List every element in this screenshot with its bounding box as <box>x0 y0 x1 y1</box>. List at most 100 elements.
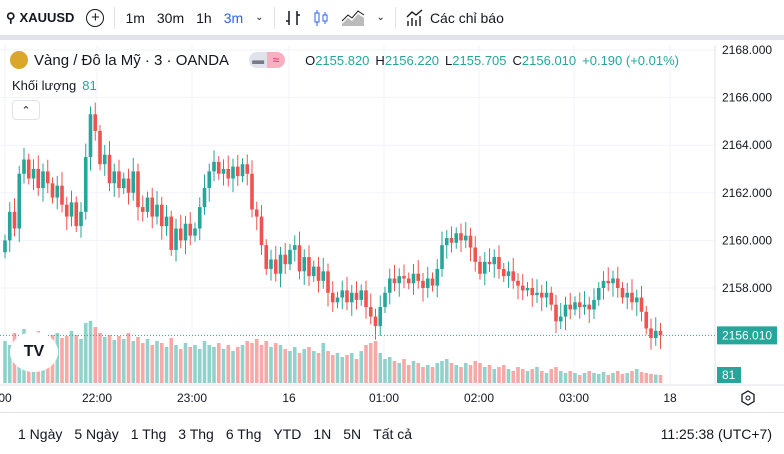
candle-body <box>74 202 79 227</box>
range-1d[interactable]: 1 Ngày <box>18 425 63 442</box>
volume-bar <box>497 367 501 383</box>
range-3m[interactable]: 3 Thg <box>178 425 214 442</box>
candle-body <box>235 166 240 177</box>
candle-body <box>7 211 12 241</box>
candle-body <box>525 288 530 291</box>
interval-1m[interactable]: 1m <box>125 9 145 26</box>
range-1m[interactable]: 1 Thg <box>130 425 167 442</box>
candle-body <box>411 273 416 284</box>
symbol-search-button[interactable]: ⚲ XAUUSD <box>6 9 75 26</box>
range-all[interactable]: Tất cả <box>373 425 413 442</box>
volume-bar <box>378 353 383 383</box>
volume-bar <box>216 343 221 383</box>
candle-body <box>117 171 121 189</box>
volume-bar <box>592 373 596 383</box>
candle-body <box>240 164 245 177</box>
volume-bar <box>155 341 159 383</box>
candle-body <box>421 280 425 288</box>
volume-bar <box>183 343 188 383</box>
volume-bar <box>140 343 145 383</box>
tradingview-logo[interactable]: TV <box>10 332 58 372</box>
volume-bar <box>98 333 102 383</box>
volume-bar <box>425 365 430 383</box>
candle-body <box>273 259 278 274</box>
volume-bar <box>568 371 573 383</box>
volume-bar <box>649 374 653 383</box>
candle-body <box>630 292 634 303</box>
clock-timezone[interactable]: 11:25:38 (UTC+7) <box>660 425 772 442</box>
volume-bar <box>316 353 321 383</box>
range-1y[interactable]: 1N <box>313 425 332 442</box>
interval-30m[interactable]: 30m <box>156 9 185 26</box>
volume-bar <box>558 371 563 383</box>
range-ytd[interactable]: YTD <box>273 425 302 442</box>
collapse-legend-button[interactable]: ⌃ <box>12 100 40 120</box>
candle-body <box>520 285 525 291</box>
volume-bar <box>511 371 516 383</box>
range-5y[interactable]: 5N <box>343 425 362 442</box>
candle-body <box>539 292 544 298</box>
volume-bar <box>387 357 392 383</box>
volume-bar <box>330 355 335 383</box>
candle-body <box>392 278 397 284</box>
candle-body <box>79 211 83 227</box>
chevron-up-icon: ⌃ <box>21 104 31 117</box>
candle-body <box>416 273 421 281</box>
volume-bar <box>150 345 155 383</box>
range-5d[interactable]: 5 Ngày <box>74 425 119 442</box>
candle-body <box>188 223 193 236</box>
volume-bar <box>582 373 587 383</box>
volume-bar <box>131 341 136 383</box>
bar-chart-type-icon[interactable] <box>279 0 307 35</box>
volume-bar <box>440 361 444 383</box>
volume-bar <box>74 335 79 383</box>
candle-body <box>606 280 611 284</box>
interval-3m[interactable]: 3m <box>223 9 244 26</box>
candle-body <box>449 238 454 243</box>
range-6m[interactable]: 6 Thg <box>225 425 262 442</box>
candle-body <box>197 207 202 229</box>
price-chart[interactable]: 2168.000 2166.000 2164.000 2162.000 2160.000… <box>0 45 784 412</box>
last-volume-badge <box>717 367 741 383</box>
volume-bar <box>164 347 169 383</box>
compare-symbol-button[interactable]: + <box>80 0 110 35</box>
volume-bar <box>620 374 625 383</box>
volume-bar <box>283 349 288 383</box>
candle-chart-type-icon[interactable] <box>307 0 335 35</box>
volume-bar <box>487 365 492 383</box>
candle-body <box>88 114 93 158</box>
volume-bar <box>544 373 549 383</box>
divider <box>394 6 396 29</box>
chart-type-dropdown-chevron-icon[interactable]: ⌄ <box>376 12 385 23</box>
ohlc-values: O2155.820 H2156.220 L2155.705 C2156.010 … <box>305 52 679 68</box>
market-status-pill[interactable]: ▬ ≈ <box>249 52 286 68</box>
settings-hexagon-icon[interactable] <box>741 390 755 406</box>
candle-body <box>31 169 36 179</box>
volume-bar <box>174 345 178 383</box>
candle-body <box>435 268 440 286</box>
candle-body <box>259 216 264 246</box>
candle-body <box>596 288 601 300</box>
candle-body <box>634 297 639 303</box>
volume-bar <box>326 351 330 383</box>
volume-bar <box>506 369 511 383</box>
volume-bar <box>520 369 525 383</box>
interval-1h[interactable]: 1h <box>196 9 212 26</box>
interval-dropdown-chevron-icon[interactable]: ⌄ <box>255 12 264 23</box>
area-chart-type-icon[interactable] <box>335 0 371 35</box>
candle-body <box>159 204 164 227</box>
price-tick-label: 2160.000 <box>722 233 772 247</box>
price-change: +0.190 (+0.01%) <box>582 52 679 68</box>
volume-bar <box>79 339 83 383</box>
candle-body <box>245 164 250 174</box>
indicators-button[interactable]: Các chỉ báo <box>400 0 510 35</box>
candle-body <box>269 259 273 269</box>
candle-body <box>326 271 330 293</box>
candle-body <box>216 161 221 174</box>
candle-body <box>544 292 549 298</box>
candle-body <box>283 254 288 265</box>
candle-body <box>93 114 98 131</box>
volume-bar <box>601 372 606 383</box>
candle-body <box>501 268 506 277</box>
volume-bar <box>478 363 482 383</box>
